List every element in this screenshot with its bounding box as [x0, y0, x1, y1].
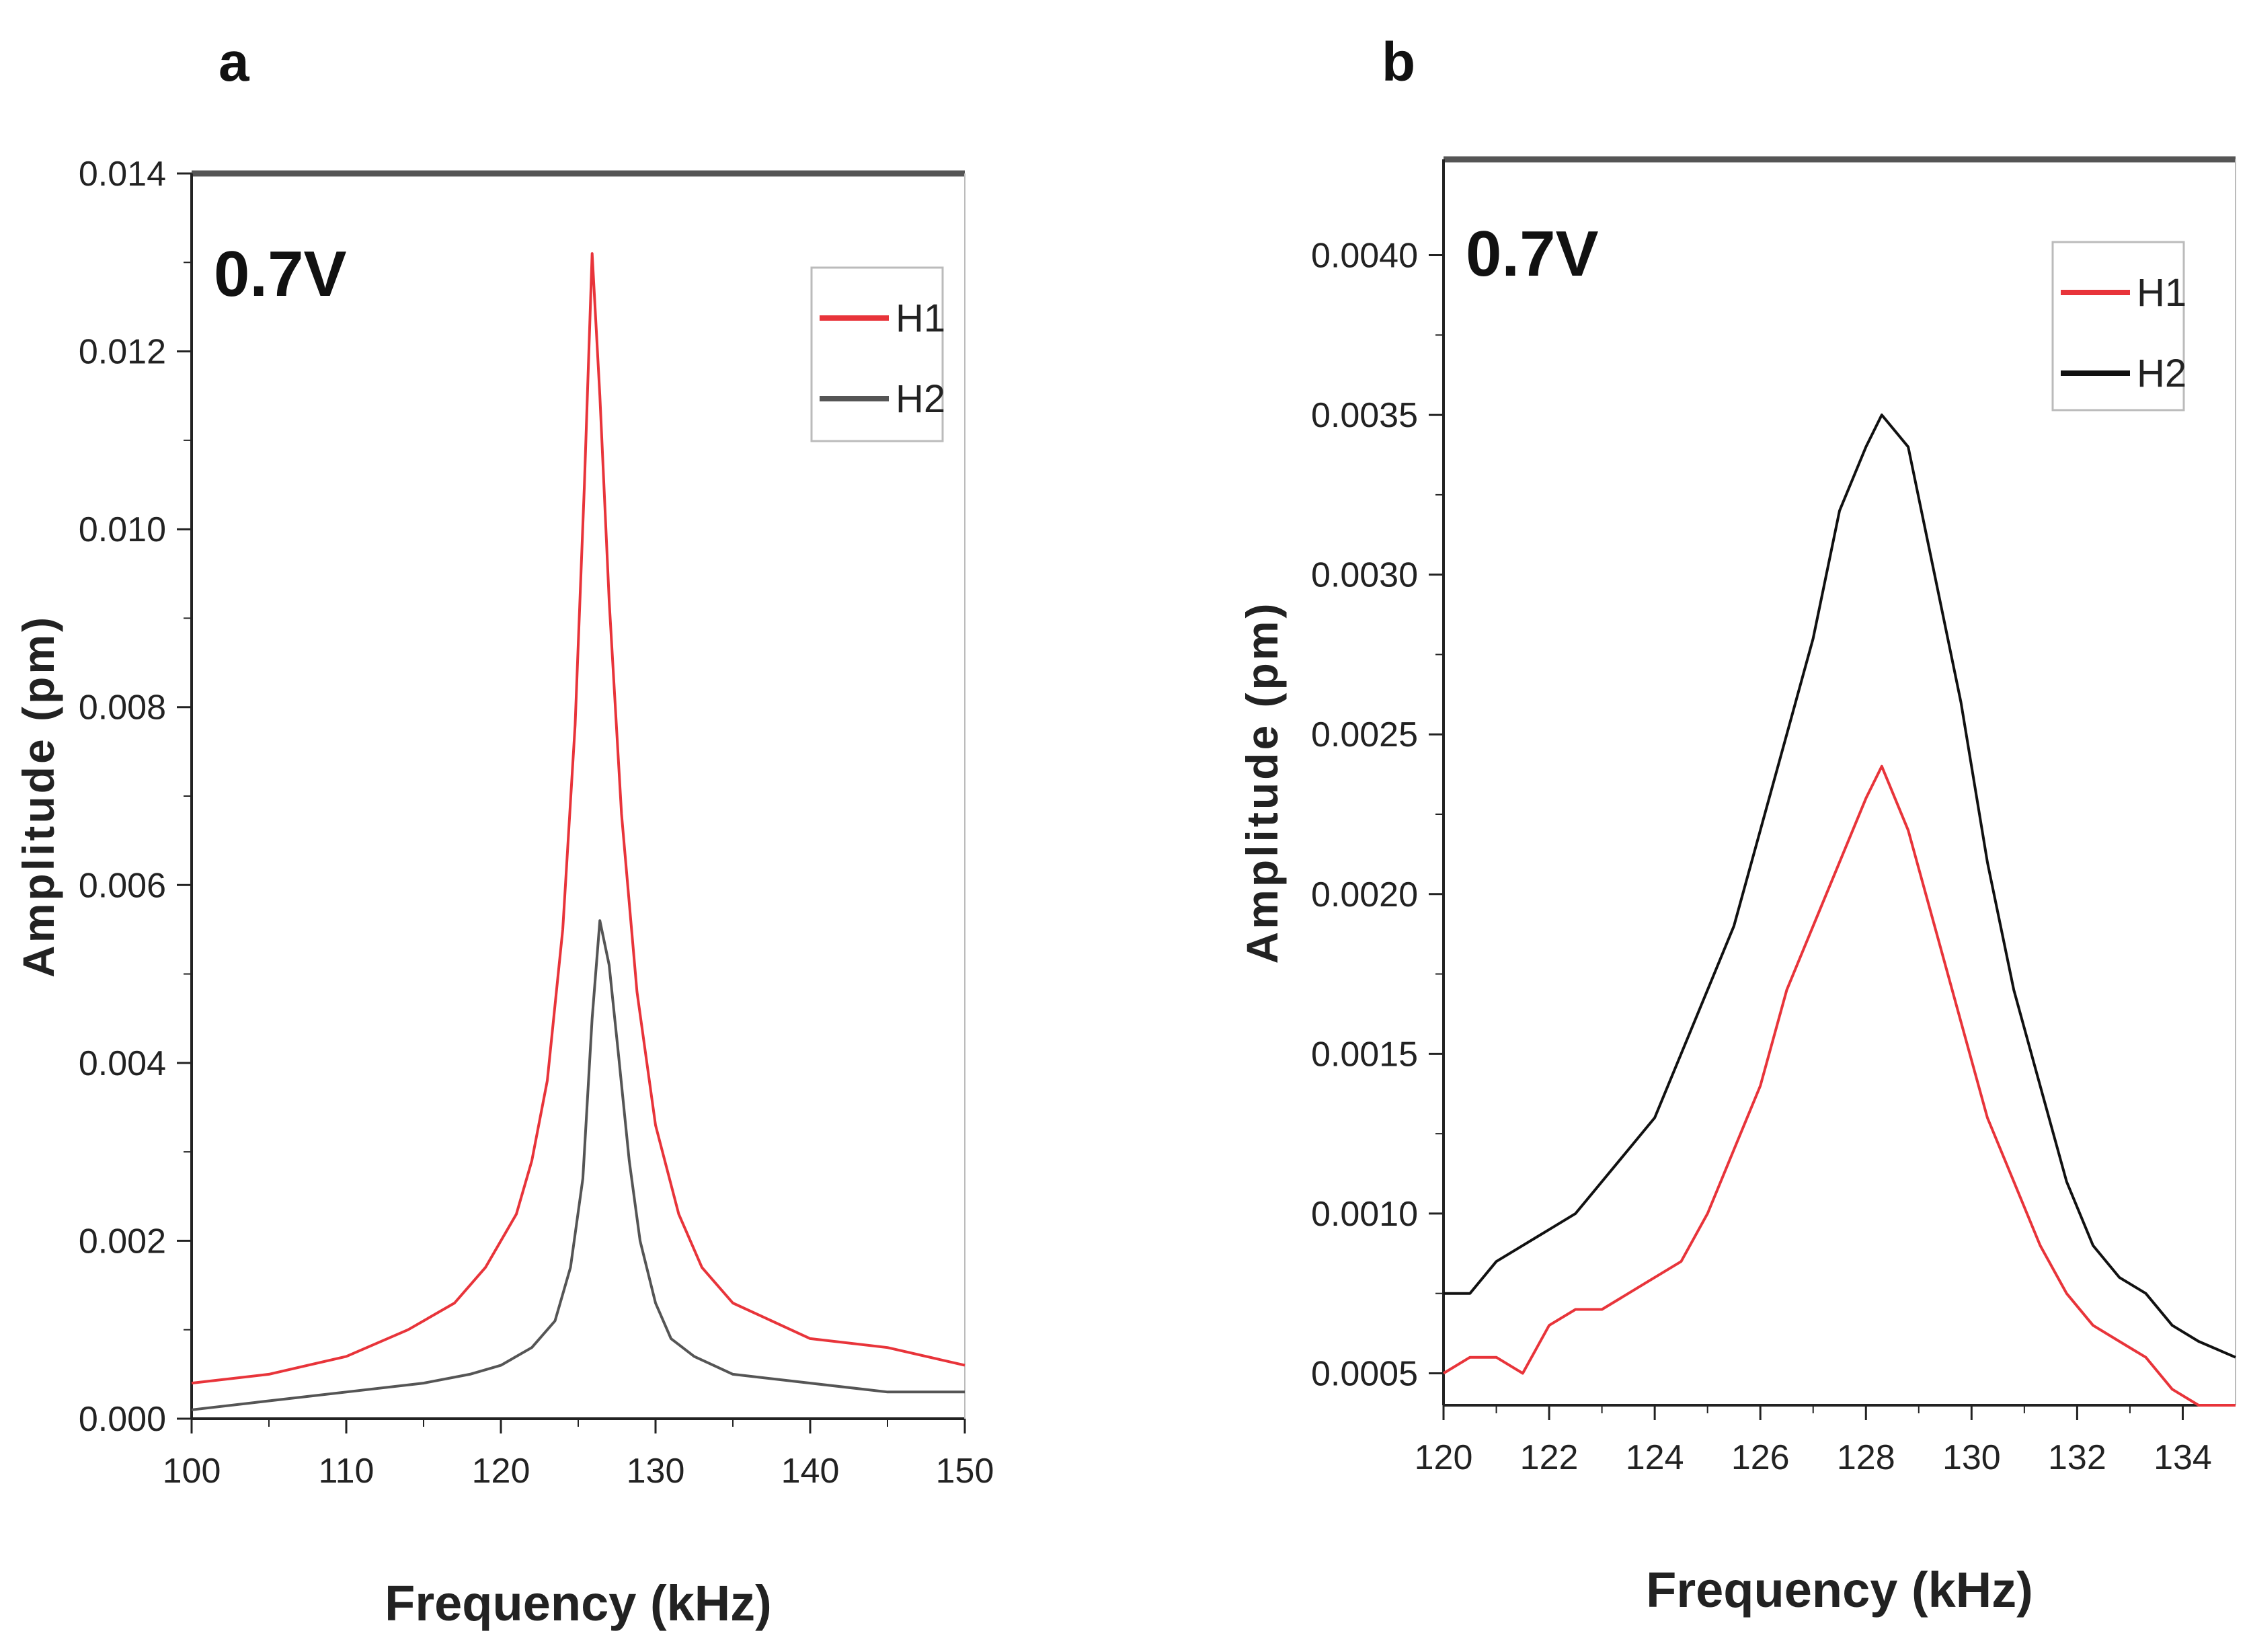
series-line-h2	[191, 919, 965, 1411]
series-line-h1	[1442, 764, 2236, 1407]
y-tick-label: 0.0030	[1311, 556, 1418, 595]
y-tick-label: 0.0005	[1311, 1354, 1418, 1393]
x-axis-title: Frequency (kHz)	[1646, 1562, 2033, 1618]
x-tick-label: 130	[1942, 1438, 2001, 1477]
y-tick-label: 0.0035	[1311, 396, 1418, 435]
x-axis-title: Frequency (kHz)	[385, 1575, 772, 1631]
panel-b: b 120 122 124 126 128 130 132 134 0.0005 0.0010 0.0…	[1237, 32, 2236, 1618]
x-tick-label: 122	[1520, 1438, 1579, 1477]
panel-letter: a	[219, 32, 250, 93]
legend-label-h1: H1	[2137, 271, 2186, 315]
legend-box	[810, 266, 944, 442]
x-tick-label: 120	[472, 1452, 530, 1491]
y-tick-label: 0.010	[79, 510, 166, 549]
y-tick-label: 0.0015	[1311, 1035, 1418, 1074]
voltage-annotation: 0.7V	[214, 238, 346, 310]
y-tick-label: 0.004	[79, 1044, 166, 1083]
x-tick-label: 124	[1626, 1438, 1684, 1477]
x-tick-label: 134	[2154, 1438, 2212, 1477]
x-tick-label: 120	[1415, 1438, 1473, 1477]
series-line-h2	[1444, 414, 2236, 1359]
y-tick-label: 0.0025	[1311, 715, 1418, 754]
y-tick-label: 0.000	[79, 1400, 166, 1439]
legend-label-h2: H2	[2137, 352, 2186, 395]
y-axis-title: Amplitude (pm)	[1237, 601, 1287, 964]
y-tick-label: 0.014	[79, 155, 166, 194]
x-tick-label: 126	[1731, 1438, 1790, 1477]
y-axis-title: Amplitude (pm)	[13, 615, 63, 978]
y-tick-label: 0.0020	[1311, 875, 1418, 914]
x-tick-label: 110	[319, 1452, 374, 1491]
legend-box	[2051, 241, 2185, 411]
series-line-h1	[191, 252, 965, 1385]
x-tick-label: 150	[936, 1452, 994, 1491]
panel-letter: b	[1382, 32, 1415, 93]
legend-label-h1: H1	[896, 297, 945, 340]
y-tick-label: 0.012	[79, 333, 166, 372]
panel-a: a 100 110 120 130 140 150 0.000 0.002 0.004 0.006 0…	[13, 32, 994, 1631]
y-tick-label: 0.008	[79, 689, 166, 727]
y-tick-label: 0.006	[79, 866, 166, 905]
x-tick-label: 100	[163, 1452, 221, 1491]
x-tick-label: 132	[2048, 1438, 2106, 1477]
x-tick-label: 130	[627, 1452, 685, 1491]
y-tick-label: 0.002	[79, 1222, 166, 1261]
y-tick-label: 0.0010	[1311, 1195, 1418, 1234]
x-tick-label: 140	[781, 1452, 840, 1491]
y-tick-label: 0.0040	[1311, 237, 1418, 276]
x-tick-label: 128	[1837, 1438, 1895, 1477]
legend-label-h2: H2	[896, 377, 945, 421]
voltage-annotation: 0.7V	[1466, 218, 1598, 290]
